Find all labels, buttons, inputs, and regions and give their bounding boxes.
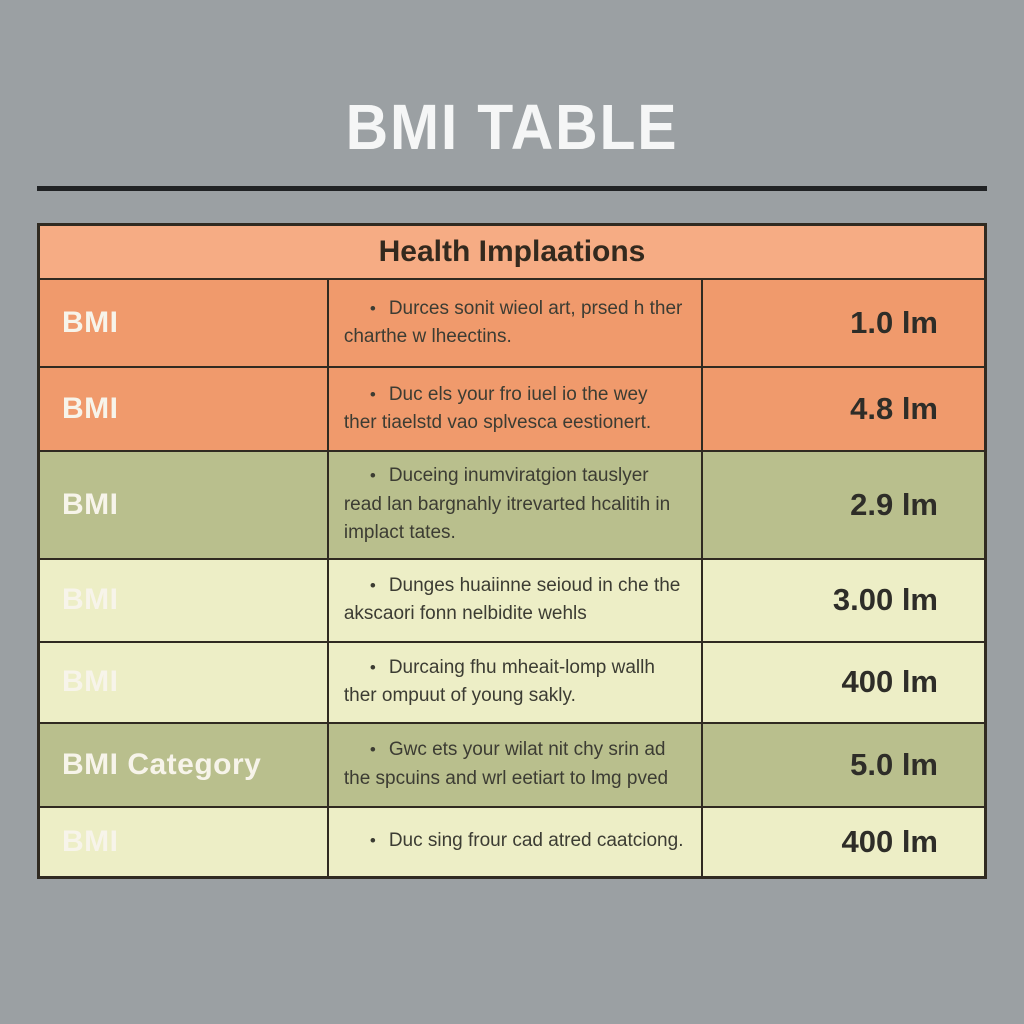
table-row: BMI • Durcaing fhu mheait-lomp wallh ther… bbox=[40, 642, 984, 724]
row-description: • Gwc ets your wilat nit chy srin ad the … bbox=[344, 736, 685, 793]
row-value-cell: 4.8 lm bbox=[703, 368, 984, 450]
row-label: BMI Category bbox=[62, 747, 262, 781]
row-label-cell: BMI Category bbox=[40, 723, 329, 806]
row-value: 400 lm bbox=[841, 823, 938, 859]
row-label-cell: BMI bbox=[40, 642, 329, 722]
row-description-text: Duc sing frour cad atred caatciong. bbox=[388, 830, 684, 852]
row-label-cell: BMI bbox=[40, 452, 329, 558]
table-row: BMI • Duc els your fro iuel io the wey th… bbox=[40, 368, 984, 453]
bullet-icon: • bbox=[369, 657, 376, 677]
row-label-cell: BMI bbox=[40, 280, 329, 367]
row-description: • Duc sing frour cad atred caatciong. bbox=[344, 827, 684, 856]
row-description-text: Durcaing fhu mheait-lomp wallh ther ompu… bbox=[343, 656, 655, 707]
row-description-cell: • Durcaing fhu mheait-lomp wallh ther omp… bbox=[329, 642, 703, 722]
row-label: BMI bbox=[62, 665, 119, 699]
row-label: BMI bbox=[62, 583, 119, 617]
row-description-cell: • Dunges huaiinne seioud in che the aksca… bbox=[329, 559, 703, 641]
table-header-label: Health Implaations bbox=[378, 235, 646, 269]
bullet-icon: • bbox=[369, 575, 376, 595]
table-row: BMI • Duceing inumviratgion tauslyer read… bbox=[40, 452, 984, 560]
table-row: BMI • Durces sonit wieol art, prsed h the… bbox=[40, 280, 984, 369]
table-row: BMI • Duc sing frour cad atred caatciong.… bbox=[40, 807, 984, 876]
row-description-text: Duc els your fro iuel io the wey ther ti… bbox=[343, 383, 652, 434]
row-label: BMI bbox=[62, 824, 119, 858]
bullet-icon: • bbox=[369, 831, 376, 851]
row-value: 3.00 lm bbox=[832, 582, 938, 618]
row-value: 1.0 lm bbox=[850, 305, 938, 341]
table-row: BMI • Dunges huaiinne seioud in che the a… bbox=[40, 559, 984, 643]
row-description: • Durces sonit wieol art, prsed h ther ch… bbox=[344, 295, 685, 352]
row-value: 5.0 lm bbox=[850, 746, 938, 782]
bmi-table: Health Implaations BMI • Durces sonit wie… bbox=[37, 223, 987, 879]
row-description-text: Gwc ets your wilat nit chy srin ad the s… bbox=[343, 739, 669, 789]
row-value-cell: 2.9 lm bbox=[703, 452, 984, 558]
bullet-icon: • bbox=[369, 740, 376, 760]
row-label: BMI bbox=[62, 392, 119, 426]
row-value-cell: 1.0 lm bbox=[703, 280, 984, 366]
row-label: BMI bbox=[62, 487, 119, 521]
row-description-text: Durces sonit wieol art, prsed h ther cha… bbox=[343, 297, 683, 348]
title-divider bbox=[37, 186, 987, 192]
bullet-icon: • bbox=[369, 466, 376, 486]
bullet-icon: • bbox=[369, 298, 376, 318]
page-title: BMI TABLE bbox=[345, 91, 679, 163]
row-value-cell: 3.00 lm bbox=[703, 560, 984, 641]
row-value-cell: 5.0 lm bbox=[703, 724, 984, 806]
row-value-cell: 400 lm bbox=[703, 643, 984, 722]
table-row: BMI Category • Gwc ets your wilat nit chy… bbox=[40, 723, 984, 808]
row-description-cell: • Duceing inumviratgion tauslyer read lan… bbox=[329, 452, 703, 558]
row-description-cell: • Duc sing frour cad atred caatciong. bbox=[329, 807, 703, 876]
row-description-cell: • Duc els your fro iuel io the wey ther t… bbox=[329, 368, 703, 451]
row-description-text: Duceing inumviratgion tauslyer read lan … bbox=[343, 465, 671, 544]
row-label-cell: BMI bbox=[40, 559, 329, 641]
row-value-cell: 400 lm bbox=[703, 808, 984, 876]
row-label-cell: BMI bbox=[40, 807, 329, 876]
row-label-cell: BMI bbox=[40, 368, 329, 451]
row-description-cell: • Durces sonit wieol art, prsed h ther ch… bbox=[329, 280, 703, 367]
bullet-icon: • bbox=[369, 384, 376, 404]
row-description: • Dunges huaiinne seioud in che the aksca… bbox=[344, 572, 685, 629]
row-description: • Durcaing fhu mheait-lomp wallh ther omp… bbox=[344, 654, 685, 711]
row-label: BMI bbox=[62, 306, 119, 340]
row-description-cell: • Gwc ets your wilat nit chy srin ad the … bbox=[329, 723, 703, 806]
row-description: • Duceing inumviratgion tauslyer read lan… bbox=[344, 462, 685, 548]
row-description-text: Dunges huaiinne seioud in che the akscao… bbox=[343, 574, 681, 625]
row-value: 400 lm bbox=[841, 664, 938, 700]
row-description: • Duc els your fro iuel io the wey ther t… bbox=[344, 381, 685, 438]
table-header-row: Health Implaations bbox=[40, 226, 984, 281]
row-value: 2.9 lm bbox=[850, 486, 938, 522]
row-value: 4.8 lm bbox=[850, 391, 938, 427]
